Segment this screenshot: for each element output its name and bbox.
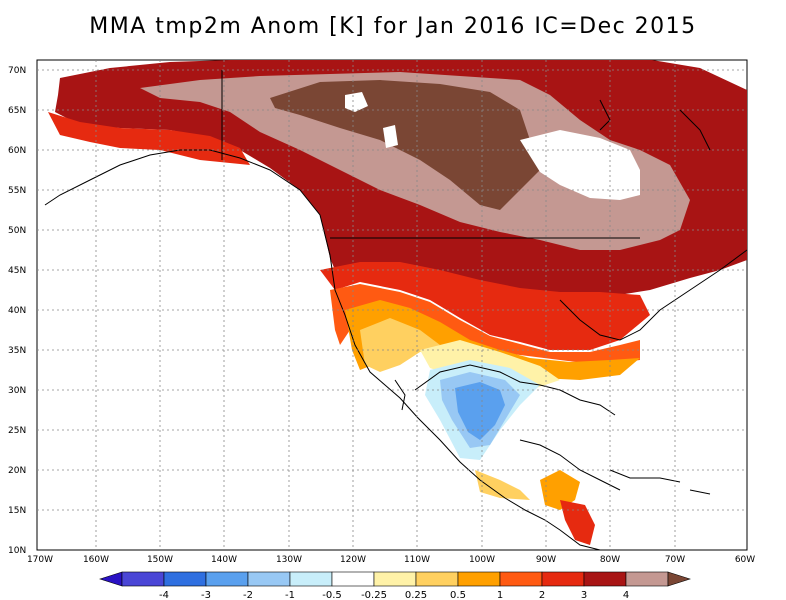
anomaly-region-0p5to1: [345, 300, 640, 380]
anomaly-region-south-mexico: [475, 470, 530, 500]
lon-label: 130W: [276, 555, 302, 565]
color-bar-segment: [121, 571, 165, 587]
lat-label: 40N: [8, 306, 26, 316]
color-bar-segment: [583, 571, 627, 587]
lon-label: 120W: [340, 555, 366, 565]
color-bar-tick-label: -4: [159, 590, 169, 600]
lon-label: 70W: [665, 555, 685, 565]
latitude-labels: 70N 65N 60N 55N 50N 45N 40N 35N 30N 25N …: [8, 66, 26, 556]
lon-label: 80W: [600, 555, 620, 565]
color-bar-tick-label: 3: [581, 590, 587, 600]
lat-label: 25N: [8, 426, 26, 436]
color-bar-segment: [289, 571, 333, 587]
lat-label: 70N: [8, 66, 26, 76]
color-bar-tick-label: 0.5: [450, 590, 466, 600]
color-bar-segment: [205, 571, 249, 587]
anomaly-region-4plus: [140, 72, 690, 250]
anomaly-gap-small: [383, 125, 398, 148]
color-bar-tick-label: -3: [201, 590, 211, 600]
color-bar-tick-label: 1: [497, 590, 503, 600]
lat-label: 10N: [8, 546, 26, 556]
lat-label: 60N: [8, 146, 26, 156]
anomaly-gap-northeast-canada: [520, 130, 640, 200]
color-bar: [99, 571, 691, 587]
lat-label: 45N: [8, 266, 26, 276]
anomaly-region-central-america-0p5: [540, 470, 580, 510]
lon-label: 150W: [147, 555, 173, 565]
color-bar-tick-label: 2: [539, 590, 545, 600]
anomaly-region-cool-1: [455, 382, 505, 440]
color-bar-segment: [373, 571, 417, 587]
lon-label: 100W: [469, 555, 495, 565]
color-bar-segment: [331, 571, 375, 587]
anomaly-region-2to3-alaska: [48, 112, 250, 165]
anomaly-region-1to2: [330, 284, 640, 365]
lon-label: 170W: [27, 555, 53, 565]
anomaly-region-core: [270, 80, 540, 210]
lon-label: 160W: [83, 555, 109, 565]
lat-label: 15N: [8, 506, 26, 516]
color-bar-arrow-low: [99, 571, 123, 587]
color-bar-tick-label: 0.25: [405, 590, 427, 600]
color-bar-tick-label: 4: [623, 590, 629, 600]
coastlines: [44, 70, 747, 550]
color-bar-segment: [499, 571, 543, 587]
color-bar-segment: [541, 571, 585, 587]
lon-label: 140W: [211, 555, 237, 565]
map-title: MMA tmp2m Anom [K] for Jan 2016 IC=Dec 2…: [89, 14, 697, 39]
color-bar-segment: [163, 571, 207, 587]
anomaly-gap-hudson: [345, 92, 368, 112]
color-bar-labels: -4 -3 -2 -1 -0.5 -0.25 0.25 0.5 1 2 3 4: [159, 590, 629, 600]
anomaly-fields: [48, 60, 747, 545]
lon-label: 110W: [404, 555, 430, 565]
color-bar-segment: [415, 571, 459, 587]
lat-label: 35N: [8, 346, 26, 356]
graticule: [37, 60, 747, 550]
color-bar-segment: [457, 571, 501, 587]
color-bar-tick-label: -0.25: [361, 590, 387, 600]
lon-label: 60W: [735, 555, 755, 565]
color-bar-tick-label: -0.5: [322, 590, 342, 600]
anomaly-region-central-america-2: [560, 500, 595, 545]
lon-label: 90W: [536, 555, 556, 565]
longitude-labels: 170W 160W 150W 140W 130W 120W 110W 100W …: [27, 555, 755, 565]
color-bar-segment: [247, 571, 291, 587]
lat-label: 65N: [8, 106, 26, 116]
color-bar-arrow-high: [667, 571, 691, 587]
lat-label: 50N: [8, 226, 26, 236]
anomaly-region-0p25to0p5: [360, 318, 440, 372]
color-bar-tick-label: -2: [243, 590, 253, 600]
lat-label: 30N: [8, 386, 26, 396]
anomaly-region-2to3-us: [320, 262, 650, 350]
color-bar-tick-label: -1: [285, 590, 295, 600]
color-bar-segment: [625, 571, 669, 587]
lat-label: 55N: [8, 186, 26, 196]
lat-label: 20N: [8, 466, 26, 476]
